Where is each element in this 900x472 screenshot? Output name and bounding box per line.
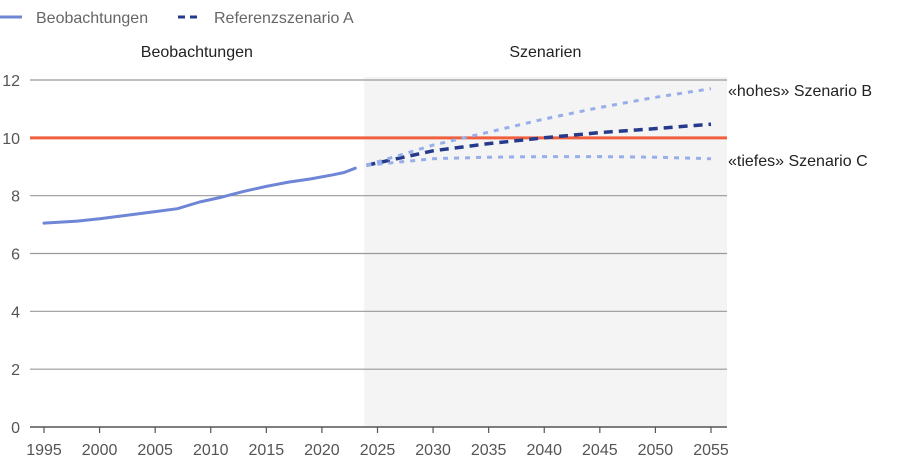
y-tick-label: 10 [2,131,20,148]
y-tick-label: 0 [11,420,20,437]
x-tick-label: 2030 [415,442,451,459]
x-tick-label: 2045 [582,442,618,459]
x-tick-label: 2000 [82,442,118,459]
y-tick-label: 2 [11,362,20,379]
section-label: Szenarien [509,44,581,61]
legend-label: Referenzszenario A [214,10,354,27]
y-tick-label: 8 [11,189,20,206]
x-tick-label: 2020 [304,442,340,459]
y-tick-label: 6 [11,247,20,264]
series-line-referenzszenario-a [366,122,712,168]
x-tick-label: 1995 [26,442,62,459]
y-tick-label: 4 [11,304,20,321]
x-tick-label: 2010 [193,442,229,459]
x-tick-label: 2035 [471,442,507,459]
x-tick-label: 2040 [526,442,562,459]
x-tick-label: 2050 [638,442,674,459]
series-line-beobachtungen [42,166,357,225]
series-line-szenario-c [366,155,712,167]
series-line-szenario-b [365,87,712,167]
series-label: «hohes» Szenario B [728,83,872,100]
series-label: «tiefes» Szenario C [728,153,868,170]
x-tick-label: 2005 [137,442,173,459]
x-tick-label: 2025 [360,442,396,459]
section-label: Beobachtungen [141,44,253,61]
x-tick-label: 2055 [693,442,729,459]
y-tick-label: 12 [2,73,20,90]
legend-label: Beobachtungen [36,10,148,27]
x-tick-label: 2015 [249,442,285,459]
scenario-shading [364,77,727,427]
